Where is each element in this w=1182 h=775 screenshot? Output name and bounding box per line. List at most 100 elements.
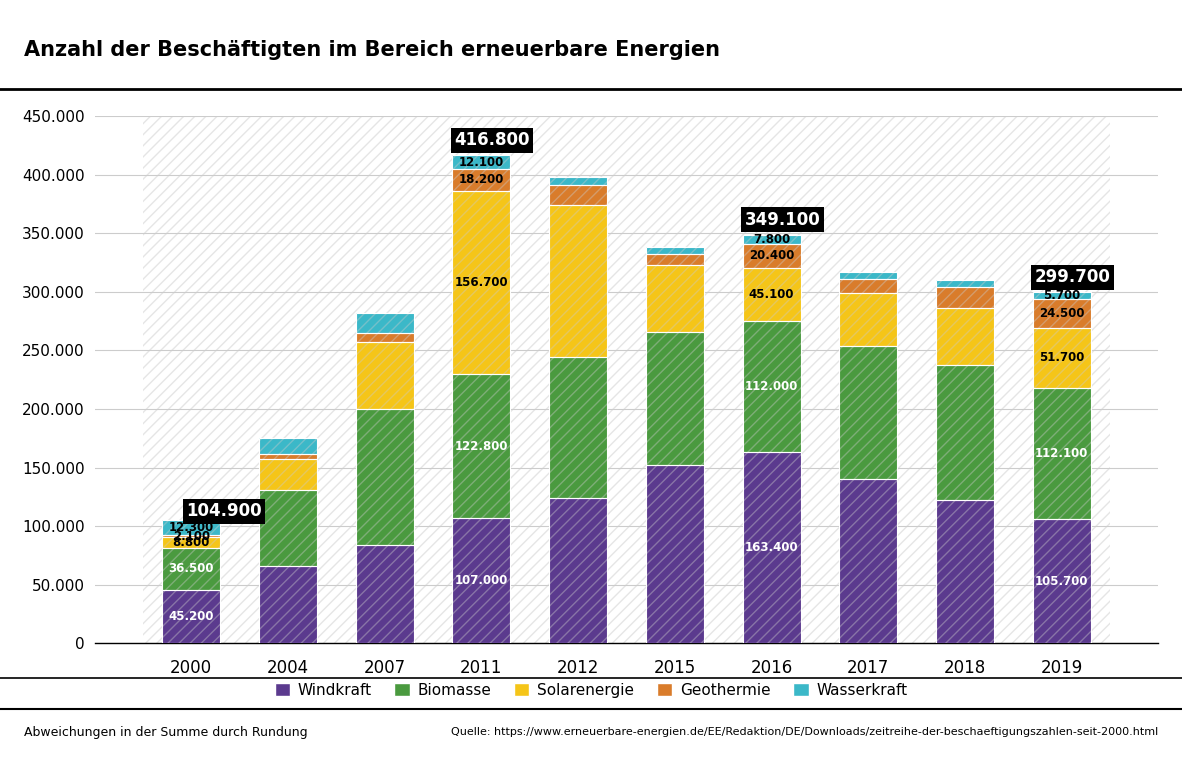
Bar xyxy=(356,545,414,643)
Bar xyxy=(936,281,994,288)
Bar xyxy=(453,374,511,518)
Bar xyxy=(839,279,897,293)
Bar xyxy=(936,364,994,501)
Bar xyxy=(453,374,511,518)
Bar xyxy=(645,332,703,465)
Bar xyxy=(936,308,994,364)
Bar xyxy=(1033,328,1091,388)
Bar xyxy=(839,479,897,643)
Bar xyxy=(162,548,220,591)
Text: 299.700: 299.700 xyxy=(1034,268,1110,287)
Bar xyxy=(1033,292,1091,299)
Bar xyxy=(453,518,511,643)
Text: 12.300: 12.300 xyxy=(169,521,214,534)
Bar xyxy=(1033,292,1091,299)
Bar xyxy=(550,498,608,643)
Bar xyxy=(162,537,220,548)
Bar xyxy=(162,535,220,537)
Bar xyxy=(550,177,608,185)
Bar xyxy=(742,244,800,268)
Bar xyxy=(453,518,511,643)
Bar xyxy=(645,465,703,643)
Text: Quelle: https://www.erneuerbare-energien.de/EE/Redaktion/DE/Downloads/zeitreihe-: Quelle: https://www.erneuerbare-energien… xyxy=(452,728,1158,737)
Bar xyxy=(645,254,703,265)
Bar xyxy=(1033,299,1091,328)
Bar xyxy=(550,177,608,185)
Bar xyxy=(936,288,994,308)
Bar xyxy=(1033,299,1091,328)
Bar xyxy=(356,409,414,545)
Text: 45.100: 45.100 xyxy=(748,288,794,301)
Bar xyxy=(742,235,800,244)
Bar xyxy=(162,535,220,537)
Bar xyxy=(453,169,511,191)
Bar xyxy=(1033,328,1091,388)
Bar xyxy=(550,185,608,205)
Bar xyxy=(162,591,220,643)
Text: 18.200: 18.200 xyxy=(459,174,504,187)
Bar xyxy=(259,490,317,566)
Bar xyxy=(936,364,994,501)
Bar xyxy=(259,453,317,460)
Bar xyxy=(162,537,220,548)
Bar xyxy=(356,545,414,643)
Bar xyxy=(356,333,414,343)
Text: 8.800: 8.800 xyxy=(173,536,210,549)
Bar xyxy=(550,357,608,498)
Bar xyxy=(742,452,800,643)
Bar xyxy=(453,191,511,374)
Bar xyxy=(742,235,800,244)
Bar xyxy=(645,265,703,332)
Bar xyxy=(645,247,703,254)
Bar xyxy=(453,518,511,643)
Bar xyxy=(550,357,608,498)
Text: 122.800: 122.800 xyxy=(455,439,508,453)
Bar xyxy=(259,490,317,566)
Bar xyxy=(162,591,220,643)
Bar xyxy=(453,191,511,374)
Bar xyxy=(645,332,703,465)
Bar xyxy=(356,409,414,545)
Bar xyxy=(356,313,414,333)
Bar xyxy=(742,244,800,268)
Bar xyxy=(742,268,800,321)
Bar xyxy=(453,191,511,374)
Bar xyxy=(1033,292,1091,299)
Bar xyxy=(162,535,220,537)
Bar xyxy=(1033,388,1091,519)
Bar xyxy=(645,254,703,265)
Bar xyxy=(1033,519,1091,643)
Bar xyxy=(936,501,994,643)
Bar xyxy=(742,268,800,321)
Bar xyxy=(742,452,800,643)
Bar xyxy=(839,272,897,279)
Bar xyxy=(453,169,511,191)
Bar xyxy=(259,453,317,460)
Text: 12.100: 12.100 xyxy=(459,156,504,169)
Bar xyxy=(839,293,897,346)
Bar xyxy=(259,460,317,490)
Text: Abweichungen in der Summe durch Rundung: Abweichungen in der Summe durch Rundung xyxy=(24,726,307,739)
Bar xyxy=(259,439,317,453)
Bar xyxy=(259,566,317,643)
Bar xyxy=(839,272,897,279)
Bar xyxy=(356,333,414,343)
Bar xyxy=(936,501,994,643)
Bar xyxy=(259,566,317,643)
Bar xyxy=(1033,328,1091,388)
Bar xyxy=(550,177,608,185)
Bar xyxy=(162,520,220,535)
Bar xyxy=(259,566,317,643)
Bar xyxy=(936,288,994,308)
Bar xyxy=(645,465,703,643)
Bar xyxy=(839,279,897,293)
Text: 24.500: 24.500 xyxy=(1039,307,1084,320)
Bar xyxy=(259,439,317,453)
Bar xyxy=(550,205,608,357)
Bar xyxy=(645,254,703,265)
Bar xyxy=(936,364,994,501)
Bar xyxy=(1033,299,1091,328)
Text: 51.700: 51.700 xyxy=(1039,351,1084,364)
Bar xyxy=(742,321,800,452)
Bar xyxy=(453,155,511,169)
